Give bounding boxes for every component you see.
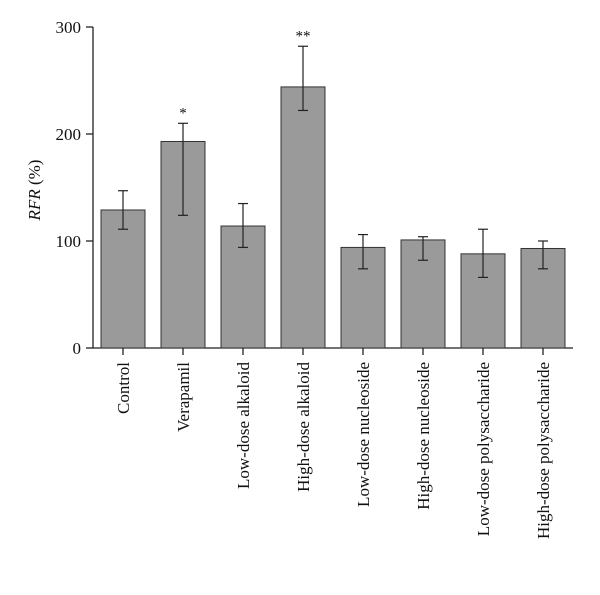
plot-area: 0 100 200 300 Control * Verapamil Low-dose alka… bbox=[56, 18, 573, 539]
y-axis-label-italic: RFR bbox=[25, 189, 44, 222]
y-axis-label-unit: (%) bbox=[25, 160, 44, 190]
y-tick-label-2: 200 bbox=[56, 125, 82, 144]
x-tick-label-1: Verapamil bbox=[174, 362, 193, 432]
x-tick-label-2: Low-dose alkaloid bbox=[234, 362, 253, 489]
y-tick-label-3: 300 bbox=[56, 18, 82, 37]
y-axis-label: RFR (%) bbox=[25, 160, 44, 222]
x-tick-label-7: High-dose polysaccharide bbox=[534, 362, 553, 539]
bar-3 bbox=[280, 86, 326, 349]
significance-label-1: * bbox=[179, 105, 187, 121]
x-tick-label-0: Control bbox=[114, 362, 133, 414]
x-tick-label-3: High-dose alkaloid bbox=[294, 362, 313, 492]
significance-label-3: ** bbox=[296, 28, 311, 44]
x-tick-label-5: High-dose nucleoside bbox=[414, 362, 433, 510]
y-tick-label-0: 0 bbox=[73, 339, 82, 358]
x-tick-label-6: Low-dose polysaccharide bbox=[474, 362, 493, 536]
y-tick-label-1: 100 bbox=[56, 232, 82, 251]
bar-0 bbox=[100, 209, 146, 349]
x-tick-label-4: Low-dose nucleoside bbox=[354, 362, 373, 507]
